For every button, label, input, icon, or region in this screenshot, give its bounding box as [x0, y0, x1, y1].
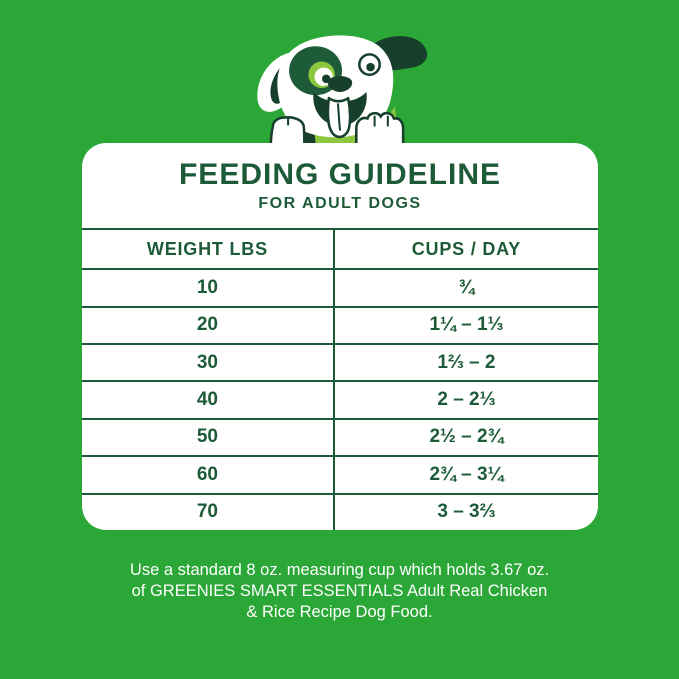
table-row: 50 2½ – 2¾: [82, 419, 598, 458]
cups-cell: 2¾ – 3¼: [332, 457, 598, 493]
measuring-cup-note: Use a standard 8 oz. measuring cup which…: [40, 560, 639, 623]
cups-cell: ¾: [332, 270, 598, 306]
note-line-1: Use a standard 8 oz. measuring cup which…: [129, 561, 550, 579]
cups-cell: 1¼ – 1⅓: [332, 307, 598, 344]
dog-mascot-illustration: [257, 35, 428, 147]
cups-cell: 3 – 3⅔: [332, 494, 598, 530]
cups-cell: 2 – 2⅓: [332, 382, 598, 418]
weight-cell: 10: [196, 276, 218, 298]
note-line-3: & Rice Recipe Dog Food.: [246, 603, 433, 621]
weight-cell: 50: [196, 426, 218, 448]
weight-cell: 60: [196, 463, 218, 485]
note-line-2: of GREENIES SMART ESSENTIALS Adult Real …: [131, 582, 548, 600]
dog-right-paw: [355, 111, 405, 147]
feeding-guideline-card: FEEDING GUIDELINE FOR ADULT DOGS WEIGHT …: [82, 143, 598, 530]
table-row: 40 2 – 2⅓: [82, 382, 598, 420]
table-row: 10 ¾: [82, 270, 598, 308]
weight-cell: 70: [196, 501, 218, 523]
feeding-table: WEIGHT LBS CUPS / DAY 10 ¾ 20 1¼ – 1⅓ 30…: [82, 228, 598, 530]
page-title: FEEDING GUIDELINE: [178, 158, 502, 191]
cups-cell: 2½ – 2¾: [332, 419, 598, 456]
page-subtitle: FOR ADULT DOGS: [258, 195, 422, 212]
dog-nose: [327, 76, 353, 93]
dog-left-paw: [269, 116, 306, 147]
weight-cell: 30: [196, 351, 218, 373]
table-row: 60 2¾ – 3¼: [82, 457, 598, 495]
table-header-row: WEIGHT LBS CUPS / DAY: [82, 230, 598, 271]
weight-cell: 40: [196, 389, 218, 411]
table-row: 30 1⅔ – 2: [82, 345, 598, 383]
cups-cell: 1⅔ – 2: [332, 345, 598, 381]
table-row: 20 1¼ – 1⅓: [82, 307, 598, 346]
weight-cell: 20: [196, 314, 218, 336]
table-row: 70 3 – 3⅔: [82, 494, 598, 530]
column-header-cups: CUPS / DAY: [332, 230, 598, 269]
column-header-weight: WEIGHT LBS: [146, 238, 268, 259]
